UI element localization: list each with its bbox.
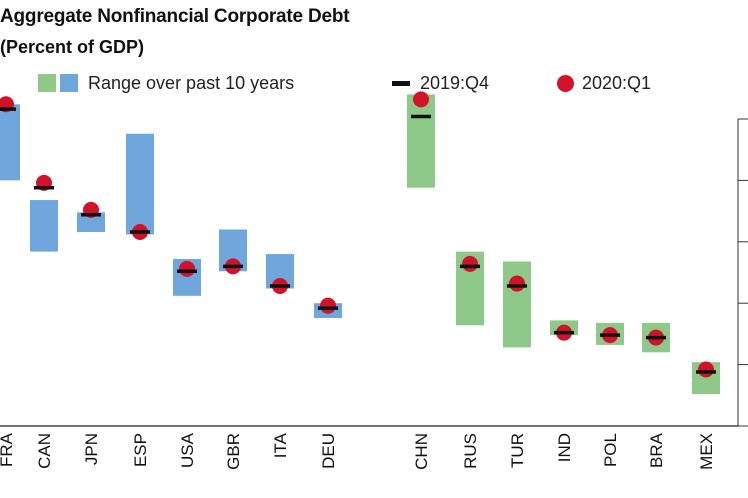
x-tick-label-ita: ITA — [271, 432, 290, 458]
q1-dot-deu — [320, 297, 336, 314]
x-tick-label-jpn: JPN — [82, 433, 101, 465]
q1-dot-tur — [509, 275, 525, 292]
x-tick-label-bra: BRA — [647, 432, 666, 468]
legend-q1-label: 2020:Q1 — [582, 72, 652, 93]
x-tick-label-chn: CHN — [412, 433, 431, 470]
x-tick-label-deu: DEU — [319, 433, 338, 469]
legend-q1-dot — [557, 74, 574, 92]
legend-q4-label: 2019:Q4 — [420, 72, 490, 93]
x-tick-label-esp: ESP — [131, 433, 150, 467]
range-bar-fra — [0, 104, 20, 181]
legend-green-swatch — [38, 74, 56, 92]
range-bar-chn — [407, 94, 435, 188]
range-bar-can — [30, 200, 58, 252]
x-tick-label-pol: POL — [601, 433, 620, 467]
range-bar-tur — [503, 261, 531, 348]
q1-dot-chn — [413, 91, 429, 108]
x-tick-label-tur: TUR — [508, 433, 527, 468]
legend-q1: 2020:Q1 — [557, 69, 651, 97]
legend-blue-swatch — [60, 74, 78, 92]
q1-dot-usa — [179, 260, 195, 277]
x-tick-label-rus: RUS — [461, 433, 480, 469]
x-tick-label-mex: MEX — [697, 433, 716, 470]
legend-range-label: Range over past 10 years — [88, 72, 295, 93]
x-tick-label-ind: IND — [555, 433, 574, 462]
range-bar-esp — [126, 133, 154, 235]
q1-dot-mex — [698, 361, 714, 378]
q1-dot-rus — [462, 255, 478, 272]
legend-q4-dash — [392, 80, 410, 86]
legend: Range over past 10 years 2019:Q4 2020:Q1 — [0, 69, 748, 99]
x-tick-label-can: CAN — [35, 433, 54, 469]
x-tick-label-gbr: GBR — [224, 433, 243, 470]
x-tick-label-fra: FRA — [0, 432, 16, 467]
legend-q4: 2019:Q4 — [392, 69, 489, 97]
x-tick-label-usa: USA — [178, 432, 197, 468]
legend-range: Range over past 10 years — [38, 69, 294, 97]
chart-title: Aggregate Nonfinancial Corporate Debt — [0, 6, 350, 27]
chart-subtitle: (Percent of GDP) — [0, 37, 145, 57]
range-bar-jpn — [77, 212, 105, 232]
